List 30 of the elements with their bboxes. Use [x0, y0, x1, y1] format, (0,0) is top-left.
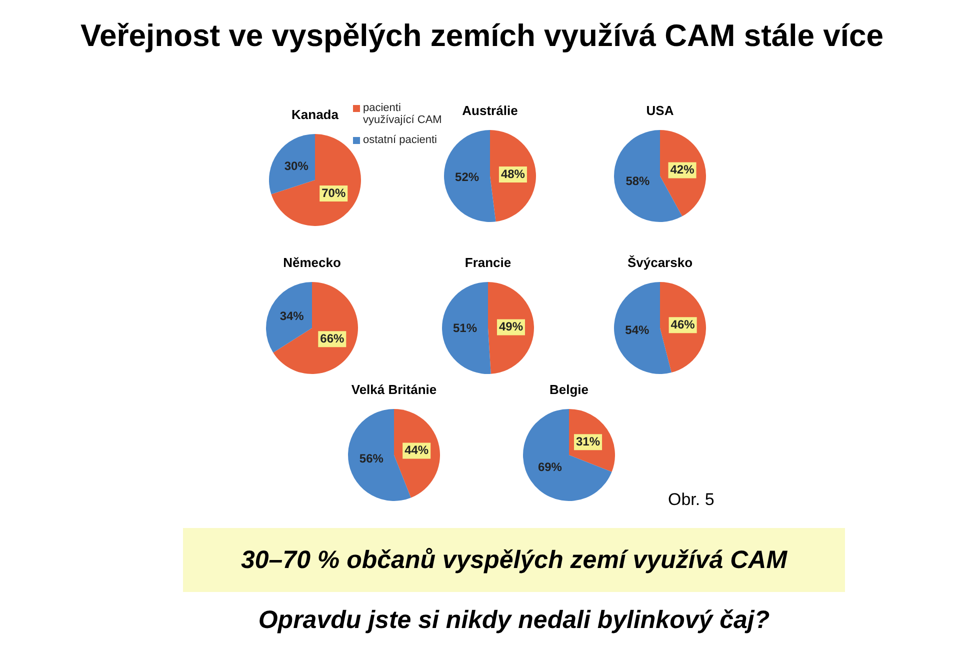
data-label: 31% — [576, 434, 600, 448]
chart-title: Německo — [282, 254, 342, 272]
data-label: 44% — [404, 443, 429, 458]
data-label: 54% — [625, 323, 650, 338]
data-label: 66% — [320, 331, 344, 346]
data-label: 34% — [280, 309, 304, 324]
data-label: 56% — [359, 452, 384, 466]
data-label: 46% — [670, 317, 696, 332]
data-label: 70% — [322, 186, 346, 200]
legend-label: ostatní pacienti — [363, 134, 437, 146]
text: Veřejnost ve vyspělých zemích využívá CAM stále více — [80, 18, 884, 54]
text: Opravdu jste si nikdy nedali bylinkový čaj? — [257, 606, 771, 635]
text: 30–70 % občanů vyspělých zemí využívá CAM — [183, 528, 845, 592]
data-label: 30% — [284, 158, 309, 173]
data-label: 48% — [500, 166, 526, 181]
chart-title: USA — [645, 102, 675, 120]
data-label: 52% — [455, 170, 480, 184]
legend-label: pacienti využívající CAM — [363, 102, 443, 126]
data-label: 58% — [626, 174, 650, 188]
chart-title: Belgie — [548, 381, 590, 399]
chart-title: Švýcarsko — [626, 254, 694, 272]
data-label: 51% — [452, 321, 478, 336]
chart-title: Austrálie — [462, 103, 518, 118]
data-label: 69% — [538, 460, 562, 474]
data-label: 49% — [498, 320, 524, 334]
chart-title: Kanada — [292, 107, 338, 122]
chart-title: Francie — [464, 254, 512, 272]
data-label: 42% — [670, 162, 695, 177]
chart-title: Velká Británie — [350, 381, 438, 399]
text: Obr. 5 — [658, 488, 724, 512]
